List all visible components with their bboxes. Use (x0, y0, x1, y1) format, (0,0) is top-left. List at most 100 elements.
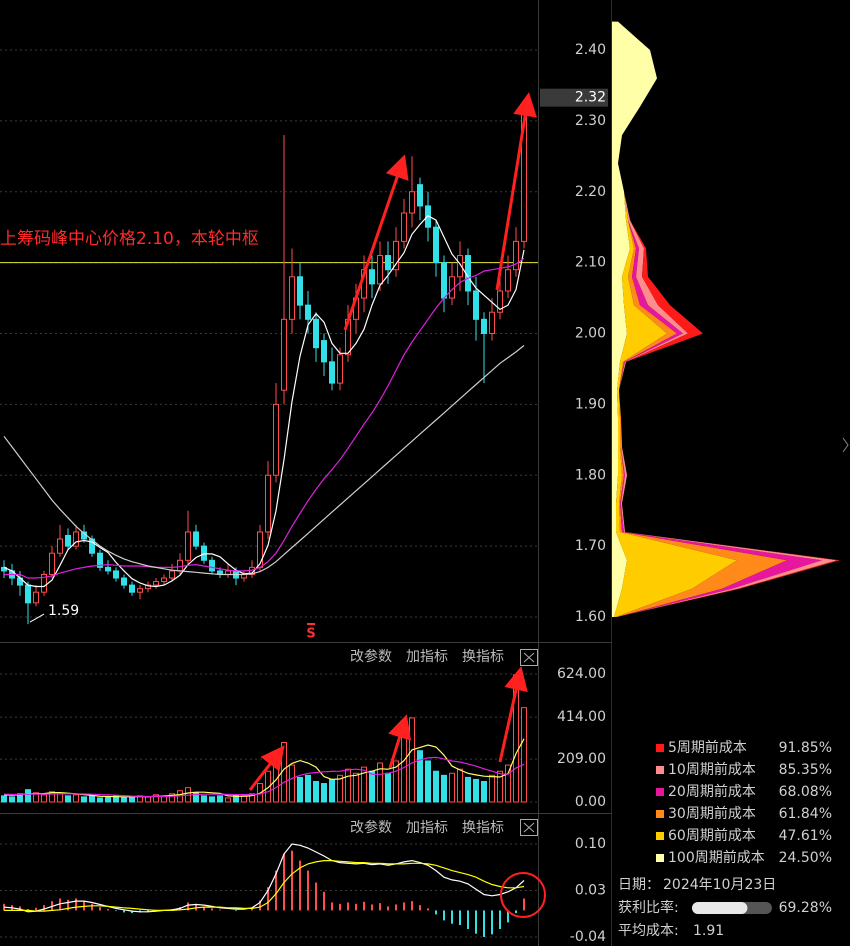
profit-bar (692, 902, 748, 914)
legend-label: 30周期前成本 (668, 805, 756, 822)
candle-body (121, 577, 127, 586)
candle-body (193, 531, 199, 547)
candle-body (457, 255, 463, 278)
legend-value: 61.84% (779, 806, 832, 822)
legend-label: 10周期前成本 (668, 761, 756, 778)
arrow (388, 714, 412, 769)
last-price-tag (540, 88, 608, 107)
volume-bar (217, 795, 223, 803)
moving-average (4, 257, 525, 579)
candle-body (169, 570, 175, 579)
legend-value: 47.61% (779, 828, 832, 844)
volume-bar (313, 780, 319, 803)
y-tick-label: 2.40 (575, 42, 606, 58)
candle-body (433, 226, 439, 264)
candle-body (297, 276, 303, 306)
y-tick-label: 0.00 (575, 794, 606, 810)
y-tick-label: 414.00 (557, 709, 606, 725)
candle-body (417, 184, 423, 207)
y-tick-label: 1.70 (575, 538, 606, 554)
avg-cost-label: 平均成本: (618, 923, 679, 939)
signal-marker: S (306, 627, 315, 642)
toolbar-button[interactable]: 加指标 (406, 820, 448, 836)
volume-bar (385, 772, 391, 803)
candle-body (209, 559, 215, 572)
volume-bar (201, 795, 207, 803)
candle-body (73, 531, 79, 547)
volume-bar (17, 793, 23, 803)
close-box[interactable] (520, 819, 538, 836)
candle-body (137, 588, 143, 593)
candle-body (281, 318, 287, 391)
moving-average (3, 215, 525, 588)
toolbar-button[interactable]: 加指标 (406, 649, 448, 665)
toolbar-button[interactable]: 改参数 (350, 648, 392, 665)
candle-body (1, 566, 7, 572)
close-icon[interactable] (523, 652, 535, 663)
candle-body (145, 584, 151, 590)
volume-bar (489, 774, 495, 803)
y-tick-label: 0.10 (575, 836, 606, 852)
candle-body (161, 577, 167, 583)
volume-bar (97, 797, 103, 803)
candle-body (481, 318, 487, 335)
volume-bar (409, 717, 415, 803)
candle-body (321, 340, 327, 363)
legend-value: 85.35% (779, 762, 832, 778)
volume-bar (225, 797, 231, 803)
chip-layer (612, 21, 657, 618)
volume-average (3, 738, 525, 798)
chip-layer (617, 21, 837, 618)
y-tick-label: 209.00 (557, 751, 606, 767)
candle-body (393, 240, 399, 271)
y-tick-label: 0.03 (575, 883, 606, 899)
volume-bar (209, 796, 215, 803)
volume-bar (113, 795, 119, 803)
candle-body (57, 538, 63, 554)
candle-body (489, 311, 495, 334)
candle-body (201, 545, 207, 561)
close-button[interactable] (520, 819, 538, 836)
legend-swatch (656, 766, 664, 774)
close-box[interactable] (520, 649, 538, 666)
volume-bar (289, 764, 295, 803)
close-button[interactable] (520, 649, 538, 666)
candle-body (105, 566, 111, 572)
volume-bar (337, 774, 343, 803)
toolbar-button[interactable]: 换指标 (462, 819, 504, 836)
y-tick-label: 2.30 (575, 113, 606, 129)
volume-average (3, 756, 525, 798)
candle-body (33, 591, 39, 604)
dif-line (3, 843, 525, 913)
date: 2024年10月23日 (663, 877, 776, 893)
volume-bar (129, 796, 135, 803)
low-pointer (29, 613, 45, 623)
volume-bar (1, 795, 7, 803)
volume-bar (481, 780, 487, 803)
y-tick-label: 1.60 (575, 609, 606, 625)
low-label: 1.59 (48, 603, 79, 619)
profit-label: 获利比率: (618, 899, 679, 916)
toolbar-button[interactable]: 改参数 (350, 819, 392, 836)
volume-bar (73, 794, 79, 803)
candle-body (329, 361, 335, 384)
annotation-arrows (248, 92, 537, 791)
volume-bar (169, 793, 175, 803)
close-icon[interactable] (523, 822, 535, 833)
chart-layer: 1.60 1.70 1.80 1.90 2.00 2.10 2.20 2.30 2.40 1.59… (0, 21, 840, 945)
moving-average (3, 345, 525, 576)
candle-body (409, 191, 415, 214)
volume-bar (393, 760, 399, 803)
volume-bar (105, 796, 111, 803)
volume-bar (433, 770, 439, 803)
expand-arrow[interactable] (842, 437, 849, 453)
volume-bar (473, 778, 479, 803)
candle-body (473, 290, 479, 320)
annotation: 上筹码峰中心价格2.10，本轮中枢 (0, 229, 259, 249)
y-tick-label: 1.80 (575, 467, 606, 483)
toolbar-button[interactable]: 换指标 (462, 648, 504, 665)
legend-value: 24.50% (779, 850, 832, 866)
volume-bar (297, 776, 303, 803)
volume-bar (9, 796, 15, 803)
